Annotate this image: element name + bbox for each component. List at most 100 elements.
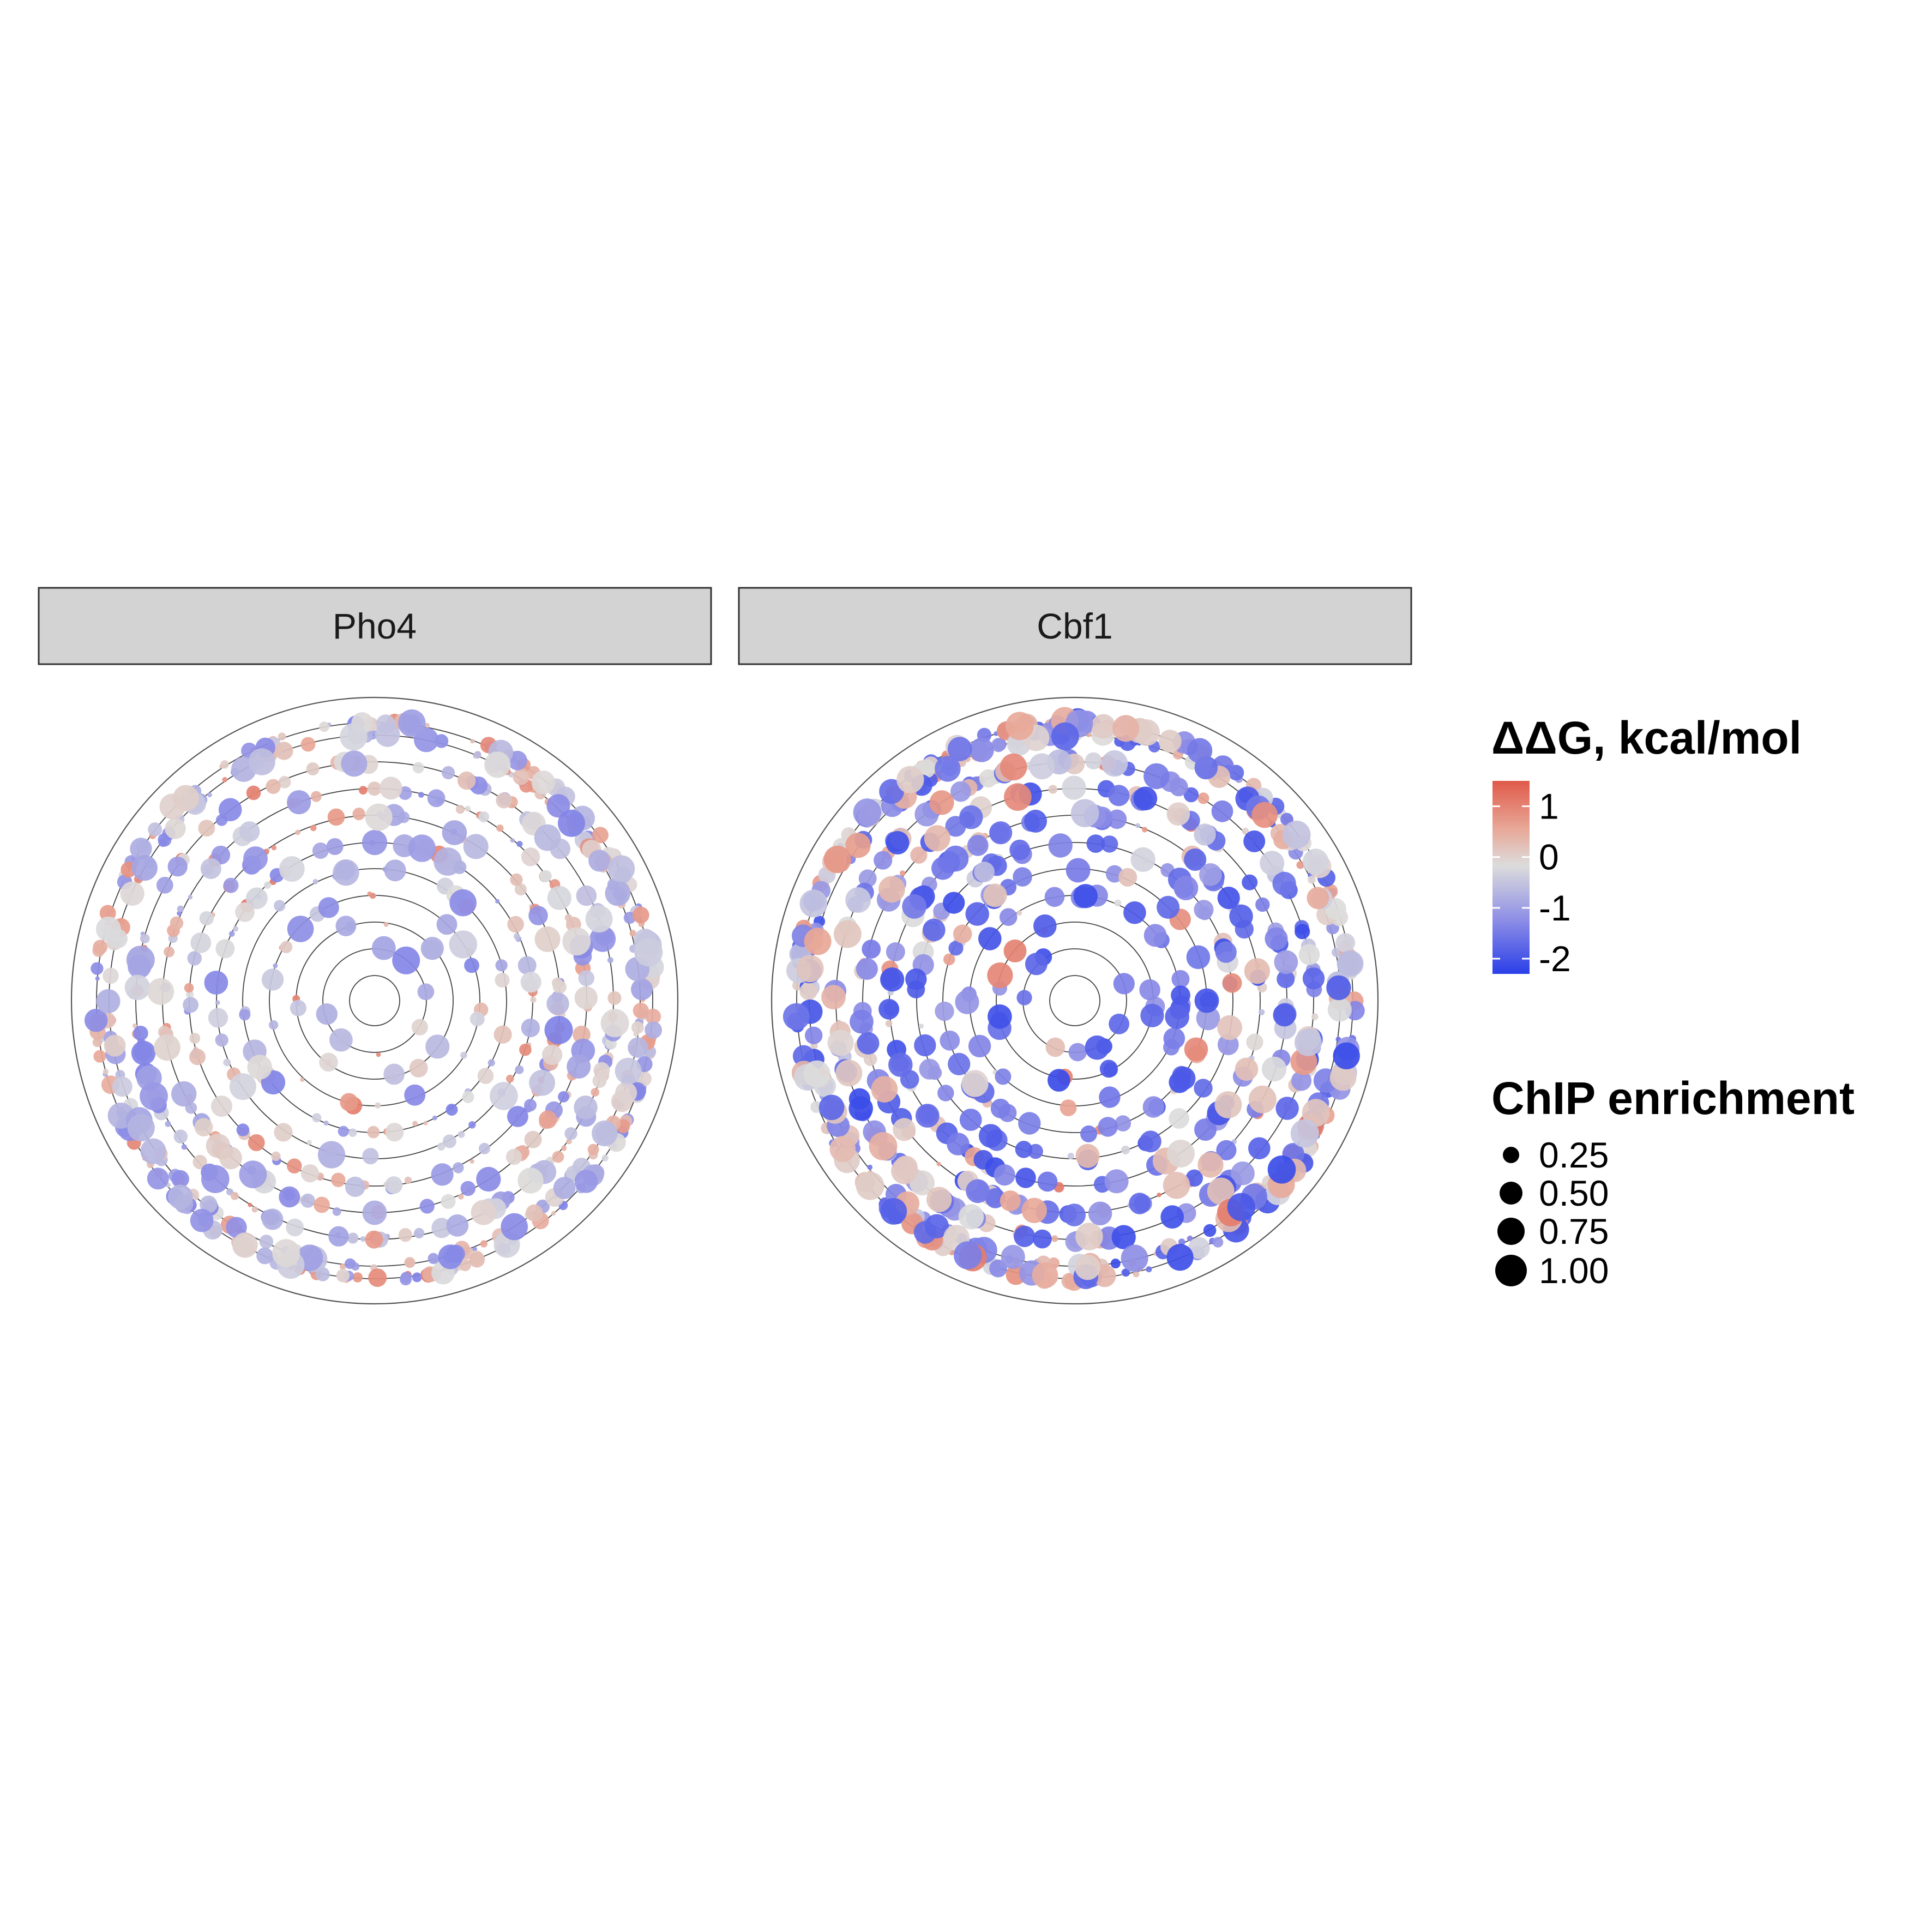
data-point — [103, 1069, 109, 1075]
data-point — [1184, 1037, 1208, 1062]
data-point — [1063, 1203, 1086, 1227]
data-point — [587, 1143, 599, 1155]
data-point — [1311, 1013, 1319, 1020]
data-point — [896, 766, 924, 793]
data-point — [472, 1247, 477, 1252]
data-point — [853, 798, 882, 827]
data-point — [540, 870, 552, 882]
data-point — [1114, 899, 1122, 907]
data-point — [362, 1200, 387, 1225]
data-point — [1242, 827, 1249, 835]
data-point — [1211, 800, 1233, 822]
data-point — [331, 1172, 346, 1187]
data-point — [1051, 1235, 1058, 1242]
data-point — [95, 976, 100, 981]
data-point — [419, 1199, 435, 1214]
data-point — [1222, 973, 1242, 993]
data-point — [1273, 1003, 1296, 1027]
data-point — [631, 1021, 644, 1034]
data-point — [574, 986, 598, 1010]
data-point — [251, 1206, 258, 1213]
data-point — [1259, 1009, 1265, 1015]
data-point — [338, 1126, 349, 1137]
data-point — [803, 1060, 830, 1088]
data-point — [347, 1232, 359, 1244]
data-point — [935, 756, 961, 782]
data-point — [201, 1165, 230, 1193]
data-point — [994, 1164, 1015, 1186]
data-point — [1062, 775, 1086, 800]
data-point — [942, 845, 969, 872]
data-point — [1018, 1112, 1041, 1135]
size-legend-label: 1.00 — [1539, 1250, 1609, 1291]
data-point — [1108, 785, 1130, 806]
data-point — [531, 771, 555, 795]
data-point — [1272, 871, 1296, 896]
data-point — [272, 1239, 300, 1267]
data-point — [1037, 1171, 1058, 1192]
size-legend-label: 0.75 — [1539, 1211, 1609, 1251]
data-point — [177, 905, 184, 913]
data-point — [132, 1023, 137, 1028]
data-point — [526, 1204, 543, 1222]
data-point — [458, 1131, 465, 1138]
grid-ring — [349, 975, 400, 1026]
data-point — [564, 1127, 577, 1140]
data-point — [1104, 1169, 1129, 1194]
data-point — [352, 1272, 363, 1283]
data-point — [256, 1247, 273, 1265]
data-point — [539, 1110, 557, 1129]
data-point — [544, 1016, 573, 1044]
data-point — [955, 990, 979, 1014]
data-point — [979, 769, 998, 788]
data-point — [988, 1004, 1012, 1029]
data-point — [473, 751, 482, 759]
data-point — [404, 1257, 416, 1268]
data-point — [1068, 1043, 1087, 1062]
data-point — [404, 1176, 412, 1184]
data-point — [914, 1034, 936, 1057]
data-point — [310, 791, 322, 802]
data-point — [1282, 820, 1311, 849]
data-point — [871, 1076, 898, 1103]
data-point — [1021, 1197, 1047, 1223]
data-point — [1121, 1145, 1130, 1154]
data-point — [1099, 1060, 1118, 1078]
data-point — [1142, 827, 1148, 833]
data-point — [1187, 738, 1213, 763]
data-point — [379, 777, 402, 800]
data-point — [1302, 967, 1325, 990]
data-point — [383, 922, 389, 927]
data-point — [835, 1060, 863, 1087]
data-point — [869, 1132, 898, 1160]
data-point — [414, 1227, 425, 1239]
data-point — [412, 1121, 418, 1127]
data-point — [1110, 1259, 1121, 1269]
data-point — [936, 1161, 941, 1166]
data-point — [645, 1008, 661, 1025]
data-point — [510, 873, 523, 886]
data-point — [961, 1070, 989, 1097]
data-point — [392, 946, 420, 974]
data-point — [1158, 730, 1182, 753]
data-point — [529, 1069, 555, 1096]
size-legend-key — [1500, 1182, 1522, 1205]
data-point — [588, 850, 611, 872]
data-point — [880, 1198, 907, 1225]
data-point — [1123, 901, 1146, 924]
data-point — [434, 847, 462, 876]
data-point — [915, 1104, 940, 1128]
data-point — [910, 846, 928, 864]
data-point — [1295, 1028, 1322, 1056]
data-point — [310, 824, 317, 832]
data-point — [1160, 1205, 1184, 1229]
data-point — [345, 1258, 356, 1269]
data-point — [1178, 1238, 1185, 1246]
data-point — [521, 847, 540, 866]
data-point — [1070, 799, 1099, 827]
data-point — [1025, 953, 1048, 976]
data-point — [978, 927, 1002, 950]
data-point — [1275, 1097, 1299, 1120]
data-point — [929, 790, 954, 815]
data-point — [442, 766, 455, 780]
